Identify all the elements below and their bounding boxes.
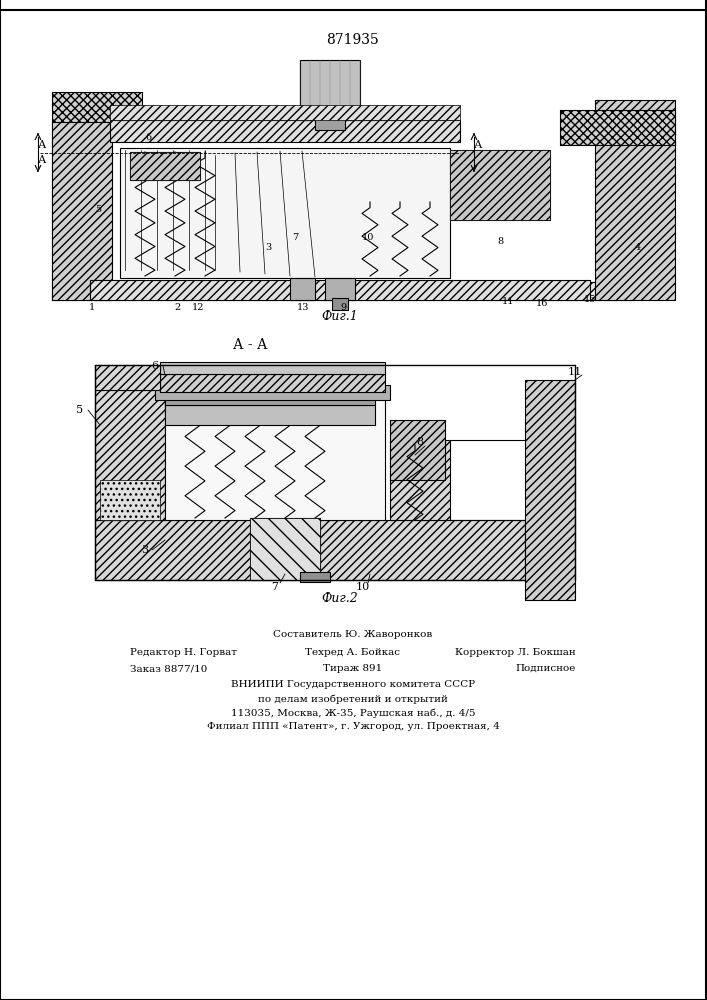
Text: 8: 8 bbox=[416, 437, 423, 447]
Bar bbox=[95, 365, 160, 390]
Bar bbox=[52, 122, 92, 282]
Text: 5: 5 bbox=[76, 405, 83, 415]
Text: Фиг.2: Фиг.2 bbox=[322, 592, 358, 605]
Polygon shape bbox=[180, 150, 350, 278]
Bar bbox=[90, 280, 590, 300]
Bar bbox=[160, 374, 385, 392]
Bar bbox=[95, 390, 165, 520]
Bar bbox=[160, 374, 385, 392]
Bar bbox=[52, 282, 632, 300]
Text: 11: 11 bbox=[568, 367, 582, 377]
Bar bbox=[315, 115, 345, 130]
Bar bbox=[560, 110, 675, 145]
Bar bbox=[250, 518, 320, 580]
Bar bbox=[52, 282, 632, 300]
Bar bbox=[120, 148, 450, 278]
Text: Составитель Ю. Жаворонков: Составитель Ю. Жаворонков bbox=[274, 630, 433, 639]
Bar bbox=[52, 120, 112, 300]
Text: 13: 13 bbox=[297, 302, 309, 312]
Text: 1: 1 bbox=[89, 302, 95, 312]
Bar bbox=[332, 298, 348, 310]
Bar bbox=[390, 420, 445, 480]
Text: 8: 8 bbox=[497, 237, 503, 246]
Text: 5: 5 bbox=[95, 206, 101, 215]
Bar bbox=[300, 572, 330, 582]
Bar bbox=[390, 440, 450, 520]
Bar bbox=[325, 278, 355, 300]
Text: 16: 16 bbox=[536, 298, 548, 308]
Text: Редактор Н. Горват: Редактор Н. Горват bbox=[130, 648, 237, 657]
Text: Подписное: Подписное bbox=[515, 664, 576, 673]
Text: Филиал ППП «Патент», г. Ужгород, ул. Проектная, 4: Филиал ППП «Патент», г. Ужгород, ул. Про… bbox=[206, 722, 499, 731]
Bar bbox=[155, 385, 390, 400]
Text: 2: 2 bbox=[175, 302, 181, 312]
Bar bbox=[100, 480, 160, 520]
Text: Фиг.1: Фиг.1 bbox=[322, 310, 358, 323]
Text: 10: 10 bbox=[362, 233, 374, 242]
Bar bbox=[52, 92, 142, 122]
Bar bbox=[90, 280, 590, 300]
Bar bbox=[52, 120, 112, 300]
Text: 4: 4 bbox=[635, 243, 641, 252]
Text: 15: 15 bbox=[584, 296, 596, 304]
Text: А: А bbox=[37, 140, 46, 150]
Bar bbox=[595, 100, 675, 300]
Bar bbox=[525, 380, 575, 600]
Bar bbox=[95, 520, 525, 580]
Bar bbox=[95, 520, 525, 580]
Text: 7: 7 bbox=[292, 233, 298, 242]
Bar bbox=[160, 362, 385, 374]
Text: 6: 6 bbox=[145, 133, 151, 142]
Text: Заказ 8877/10: Заказ 8877/10 bbox=[130, 664, 207, 673]
Text: Тираж 891: Тираж 891 bbox=[323, 664, 382, 673]
Text: 3: 3 bbox=[265, 243, 271, 252]
Text: 11: 11 bbox=[502, 298, 514, 306]
Bar bbox=[450, 150, 550, 220]
Text: 12: 12 bbox=[192, 302, 204, 312]
Text: А: А bbox=[474, 140, 482, 150]
Text: А: А bbox=[37, 155, 46, 165]
Bar bbox=[250, 518, 320, 580]
Bar bbox=[450, 150, 550, 220]
Bar bbox=[560, 110, 675, 145]
Text: 871935: 871935 bbox=[327, 33, 380, 47]
Text: А - А: А - А bbox=[233, 338, 267, 352]
Bar bbox=[95, 365, 160, 390]
Bar bbox=[300, 60, 360, 120]
Bar bbox=[290, 278, 315, 300]
Text: 9: 9 bbox=[340, 304, 346, 312]
Bar bbox=[110, 120, 460, 142]
Text: 6: 6 bbox=[151, 361, 158, 371]
Text: ВНИИПИ Государственного комитета СССР: ВНИИПИ Государственного комитета СССР bbox=[231, 680, 475, 689]
Bar bbox=[52, 122, 92, 282]
Bar bbox=[165, 405, 375, 425]
Bar bbox=[52, 92, 142, 122]
Text: 10: 10 bbox=[356, 582, 370, 592]
Text: Корректор Л. Бокшан: Корректор Л. Бокшан bbox=[455, 648, 576, 657]
Bar bbox=[110, 120, 460, 142]
Bar bbox=[95, 390, 165, 520]
Bar bbox=[525, 380, 575, 600]
Bar bbox=[130, 152, 200, 180]
Bar bbox=[595, 100, 675, 300]
Bar bbox=[130, 152, 200, 180]
Bar bbox=[390, 420, 445, 480]
Text: 3: 3 bbox=[141, 545, 148, 555]
Bar bbox=[110, 105, 460, 120]
Text: 7: 7 bbox=[271, 582, 279, 592]
Bar bbox=[165, 390, 385, 520]
Bar bbox=[165, 395, 375, 405]
Text: по делам изобретений и открытий: по делам изобретений и открытий bbox=[258, 694, 448, 704]
Bar bbox=[390, 440, 450, 520]
Text: Техред А. Бойкас: Техред А. Бойкас bbox=[305, 648, 400, 657]
Text: 113035, Москва, Ж-35, Раушская наб., д. 4/5: 113035, Москва, Ж-35, Раушская наб., д. … bbox=[230, 708, 475, 718]
